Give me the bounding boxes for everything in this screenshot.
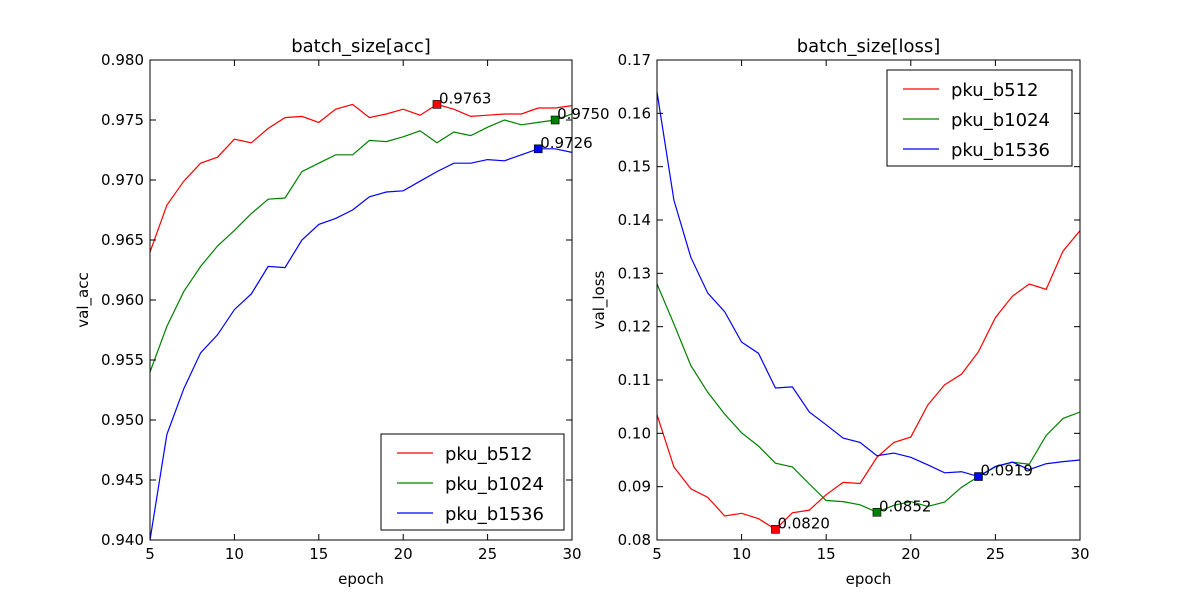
y-tick-label: 0.12 bbox=[618, 318, 651, 336]
legend-label: pku_b1024 bbox=[445, 474, 544, 495]
chart-title: batch_size[loss] bbox=[797, 36, 941, 57]
legend: pku_b512 pku_b1024 pku_b1536 bbox=[886, 69, 1073, 167]
y-axis-label: val_loss bbox=[590, 270, 609, 329]
y-tick-label: 0.14 bbox=[618, 211, 651, 229]
legend-label: pku_b512 bbox=[951, 80, 1039, 101]
legend: pku_b512 pku_b1024 pku_b1536 bbox=[380, 433, 565, 531]
x-tick-label: 20 bbox=[901, 545, 920, 563]
annotation-label: 0.0919 bbox=[980, 462, 1033, 480]
annotation-marker bbox=[872, 507, 882, 517]
accuracy-chart: 0.9763 0.9750 0.9726 5 10 15 20 25 30 0.940 0.945 0… bbox=[74, 36, 610, 588]
x-tick-label: 25 bbox=[478, 545, 497, 563]
axes-frame bbox=[656, 59, 1081, 541]
x-tick-label: 30 bbox=[1070, 545, 1089, 563]
x-tick-label: 20 bbox=[394, 545, 413, 563]
y-tick-label: 0.975 bbox=[101, 111, 144, 129]
y-tick-label: 0.960 bbox=[101, 291, 144, 309]
x-tick-label: 10 bbox=[225, 545, 244, 563]
legend-label: pku_b1536 bbox=[951, 140, 1050, 161]
y-tick-label: 0.965 bbox=[101, 231, 144, 249]
x-tick-label: 5 bbox=[145, 545, 155, 563]
y-tick-label: 0.15 bbox=[618, 158, 651, 176]
y-tick-label: 0.09 bbox=[618, 478, 651, 496]
x-axis-label: epoch bbox=[338, 570, 384, 588]
y-tick-label: 0.940 bbox=[101, 531, 144, 549]
y-tick-label: 0.08 bbox=[618, 531, 651, 549]
x-tick-label: 30 bbox=[562, 545, 581, 563]
y-tick-label: 0.11 bbox=[618, 371, 651, 389]
y-tick-label: 0.945 bbox=[101, 471, 144, 489]
x-axis-label: epoch bbox=[846, 570, 892, 588]
x-tick-label: 15 bbox=[309, 545, 328, 563]
annotation-label: 0.9726 bbox=[540, 134, 593, 152]
series-line-pku-b1024 bbox=[150, 113, 572, 373]
series-line-pku-b1536 bbox=[150, 148, 572, 540]
annotation-label: 0.0820 bbox=[777, 514, 830, 532]
x-tick-label: 5 bbox=[652, 545, 662, 563]
y-tick-label: 0.970 bbox=[101, 171, 144, 189]
y-axis-label: val_acc bbox=[74, 272, 93, 327]
y-tick-label: 0.980 bbox=[101, 51, 144, 69]
annotation-marker bbox=[550, 115, 560, 125]
y-tick-label: 0.955 bbox=[101, 351, 144, 369]
series-line-pku-b1536 bbox=[657, 91, 1080, 478]
annotation-marker bbox=[432, 100, 442, 109]
legend-box bbox=[380, 433, 565, 531]
y-tick-label: 0.13 bbox=[618, 264, 651, 282]
y-tick-label: 0.10 bbox=[618, 424, 651, 442]
legend-label: pku_b1536 bbox=[445, 504, 544, 525]
annotation-marker bbox=[771, 525, 780, 534]
series-line-pku-b512 bbox=[150, 103, 572, 253]
legend-label: pku_b512 bbox=[445, 444, 533, 465]
x-tick-label: 25 bbox=[986, 545, 1005, 563]
annotation-label: 0.9763 bbox=[439, 89, 492, 107]
y-tick-label: 0.16 bbox=[618, 104, 651, 122]
loss-chart: 0.0820 0.0852 0.0919 5 10 15 20 25 30 0.08 0.09 0.1… bbox=[590, 36, 1090, 588]
annotation-marker bbox=[974, 472, 983, 481]
legend-box bbox=[886, 69, 1073, 167]
series-line-pku-b512 bbox=[657, 230, 1080, 531]
y-tick-label: 0.17 bbox=[618, 51, 651, 69]
annotation-label: 0.0852 bbox=[879, 497, 932, 515]
chart-title: batch_size[acc] bbox=[291, 36, 431, 57]
annotation-marker bbox=[533, 144, 543, 154]
legend-label: pku_b1024 bbox=[951, 110, 1050, 131]
annotation-label: 0.9750 bbox=[557, 105, 610, 123]
x-tick-label: 10 bbox=[732, 545, 751, 563]
y-tick-label: 0.950 bbox=[101, 411, 144, 429]
x-tick-label: 15 bbox=[817, 545, 836, 563]
